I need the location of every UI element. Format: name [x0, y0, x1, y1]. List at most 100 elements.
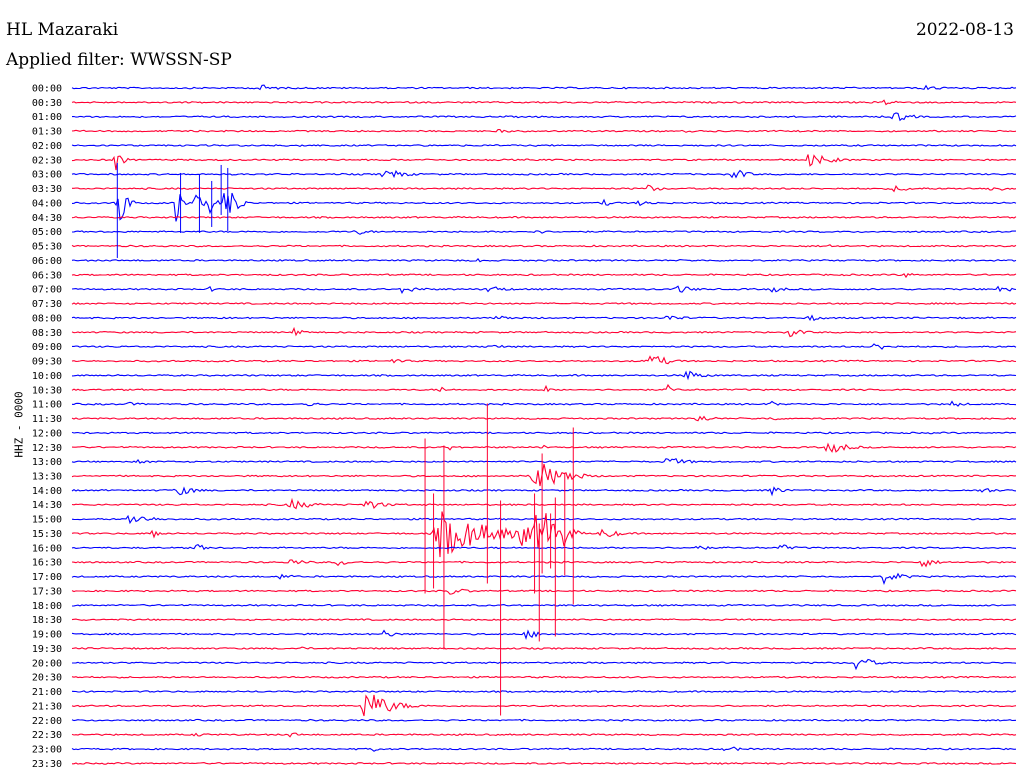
row-time-label: 16:30 — [32, 558, 62, 569]
row-time-label: 21:00 — [32, 687, 62, 698]
row-time-label: 02:30 — [32, 155, 62, 166]
row-time-label: 11:00 — [32, 400, 62, 411]
trace-row-2330 — [72, 762, 1017, 765]
trace-row-1230 — [71, 442, 1017, 453]
date-label: 2022-08-13 — [915, 20, 1014, 40]
trace-row-1530 — [71, 511, 1017, 558]
row-time-label: 08:00 — [32, 313, 62, 324]
row-time-label: 19:00 — [32, 630, 62, 641]
trace-row-1930 — [71, 646, 1017, 650]
trace-row-2200 — [71, 718, 1017, 722]
row-time-label: 23:30 — [32, 759, 62, 770]
row-time-label: 07:00 — [32, 285, 62, 296]
trace-row-1330 — [71, 463, 1017, 487]
trace-row-0400 — [71, 192, 1017, 222]
row-time-label: 07:30 — [32, 299, 62, 310]
row-time-label: 09:30 — [32, 357, 62, 368]
trace-row-1600 — [71, 543, 1016, 551]
row-time-label: 17:30 — [32, 586, 62, 597]
trace-row-0430 — [71, 215, 1017, 219]
trace-row-1800 — [71, 603, 1017, 607]
row-time-label: 13:30 — [32, 471, 62, 482]
trace-row-1200 — [71, 431, 1017, 435]
trace-row-1630 — [71, 559, 1017, 568]
trace-row-1400 — [71, 486, 1017, 497]
trace-row-0000 — [71, 84, 1017, 91]
row-time-label: 15:00 — [32, 515, 62, 526]
row-time-label: 17:00 — [32, 572, 62, 583]
row-time-label: 12:00 — [32, 428, 62, 439]
trace-row-1300 — [71, 457, 1017, 464]
row-time-label: 03:30 — [32, 184, 62, 195]
station-title: HL Mazaraki — [6, 20, 119, 40]
row-time-label: 01:00 — [32, 112, 62, 123]
row-time-label: 04:30 — [32, 213, 62, 224]
trace-row-0030 — [71, 99, 1017, 106]
row-time-label: 02:00 — [32, 141, 62, 152]
row-time-label: 20:30 — [32, 673, 62, 684]
trace-row-0200 — [71, 144, 1017, 148]
trace-row-0930 — [71, 355, 1017, 365]
trace-row-2300 — [71, 746, 1017, 752]
trace-row-1830 — [71, 618, 1017, 622]
row-time-label: 06:00 — [32, 256, 62, 267]
trace-row-0900 — [72, 343, 1017, 350]
row-time-label: 08:30 — [32, 328, 62, 339]
row-time-label: 14:00 — [32, 486, 62, 497]
row-time-label: 05:30 — [32, 242, 62, 253]
row-time-label: 11:30 — [32, 414, 62, 425]
row-time-label: 05:00 — [32, 227, 62, 238]
trace-row-0630 — [71, 273, 1017, 279]
trace-row-1900 — [71, 629, 1017, 641]
trace-row-1500 — [71, 514, 1017, 525]
trace-row-0530 — [71, 244, 1017, 248]
row-time-label: 01:30 — [32, 127, 62, 138]
row-time-label: 12:30 — [32, 443, 62, 454]
trace-row-0800 — [71, 314, 1017, 322]
trace-row-1130 — [71, 415, 1017, 422]
row-time-label: 19:30 — [32, 644, 62, 655]
row-time-label: 15:30 — [32, 529, 62, 540]
row-time-label: 04:00 — [32, 198, 62, 209]
row-time-label: 18:00 — [32, 601, 62, 612]
row-time-label: 20:00 — [32, 658, 62, 669]
trace-row-1030 — [71, 383, 1017, 393]
trace-row-2230 — [71, 732, 1017, 738]
row-time-label: 22:00 — [32, 716, 62, 727]
trace-row-0830 — [71, 326, 1017, 338]
trace-row-0230 — [71, 154, 1017, 171]
trace-row-0130 — [71, 129, 1017, 134]
trace-row-0730 — [71, 302, 1017, 305]
trace-row-0100 — [71, 112, 1017, 122]
row-time-label: 14:30 — [32, 500, 62, 511]
trace-row-1700 — [71, 572, 1017, 586]
row-time-label: 00:30 — [32, 98, 62, 109]
row-time-label: 10:00 — [32, 371, 62, 382]
row-time-label: 21:30 — [32, 701, 62, 712]
filter-label: Applied filter: WWSSN-SP — [6, 50, 232, 70]
row-time-label: 03:00 — [32, 170, 62, 181]
row-time-label: 18:30 — [32, 615, 62, 626]
row-time-label: 22:30 — [32, 730, 62, 741]
trace-row-0300 — [71, 169, 1017, 179]
row-time-label: 13:00 — [32, 457, 62, 468]
row-time-label: 16:00 — [32, 543, 62, 554]
row-time-label: 06:30 — [32, 270, 62, 281]
row-time-label: 09:00 — [32, 342, 62, 353]
row-time-label: 10:30 — [32, 385, 62, 396]
trace-row-1000 — [71, 370, 1017, 381]
row-time-label: 00:00 — [32, 84, 62, 95]
trace-row-2000 — [72, 658, 1017, 671]
trace-row-1430 — [71, 497, 1017, 510]
trace-row-0600 — [71, 258, 1017, 263]
trace-row-2100 — [71, 690, 1017, 694]
trace-row-2030 — [71, 675, 1016, 679]
trace-row-1730 — [71, 588, 1017, 595]
trace-row-0330 — [72, 184, 1017, 193]
row-time-label: 23:00 — [32, 745, 62, 756]
trace-row-1100 — [71, 400, 1017, 407]
trace-row-0500 — [71, 230, 1017, 235]
trace-row-2130 — [71, 694, 1017, 717]
trace-row-0700 — [71, 285, 1017, 295]
